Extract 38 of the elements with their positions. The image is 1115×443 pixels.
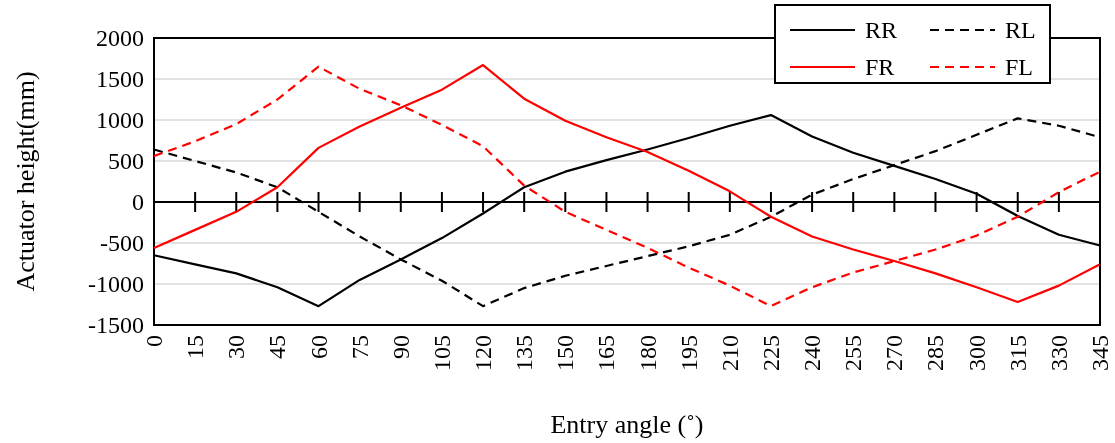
x-tick-label: 345: [1087, 335, 1113, 371]
x-tick-label: 195: [675, 335, 702, 371]
x-tick-label: 0: [141, 335, 167, 347]
x-tick-label: 270: [881, 335, 908, 371]
x-tick-label: 105: [428, 335, 455, 371]
legend-label: FR: [865, 54, 895, 81]
x-tick-label: 210: [716, 335, 743, 371]
x-tick-label: 135: [511, 335, 538, 371]
x-tick-label: 330: [1045, 335, 1072, 371]
x-tick-label: 120: [470, 335, 497, 371]
y-axis-title: Actuator height(mm): [11, 71, 40, 292]
legend-label: RR: [865, 17, 898, 44]
x-tick-label: 240: [799, 335, 826, 371]
x-tick-label: 225: [757, 335, 784, 371]
x-tick-label: 90: [387, 335, 414, 359]
x-tick-label: 165: [593, 335, 620, 371]
x-tick-label: 300: [963, 335, 990, 371]
y-tick-label: 1000: [96, 107, 144, 134]
x-tick-label: 60: [305, 335, 332, 359]
y-tick-label: 1500: [96, 66, 144, 93]
y-tick-label: -500: [100, 230, 144, 257]
y-tick-label: 0: [132, 189, 144, 216]
x-tick-label: 75: [346, 335, 373, 359]
legend-label: FL: [1005, 54, 1034, 81]
x-tick-label: 45: [264, 335, 291, 359]
x-tick-label: 30: [223, 335, 250, 359]
x-tick-label: 255: [840, 335, 867, 371]
x-tick-label: 180: [634, 335, 661, 371]
x-tick-label: 150: [552, 335, 579, 371]
y-tick-label: -1500: [88, 312, 144, 339]
legend-label: RL: [1005, 17, 1036, 44]
y-tick-label: 500: [108, 148, 144, 175]
x-tick-label: 285: [922, 335, 949, 371]
x-tick-label: 15: [182, 335, 209, 359]
x-tick-label: 315: [1004, 335, 1031, 371]
x-axis-title: Entry angle (˚): [550, 410, 704, 439]
y-tick-label: 2000: [96, 25, 144, 52]
y-tick-label: -1000: [88, 271, 144, 298]
